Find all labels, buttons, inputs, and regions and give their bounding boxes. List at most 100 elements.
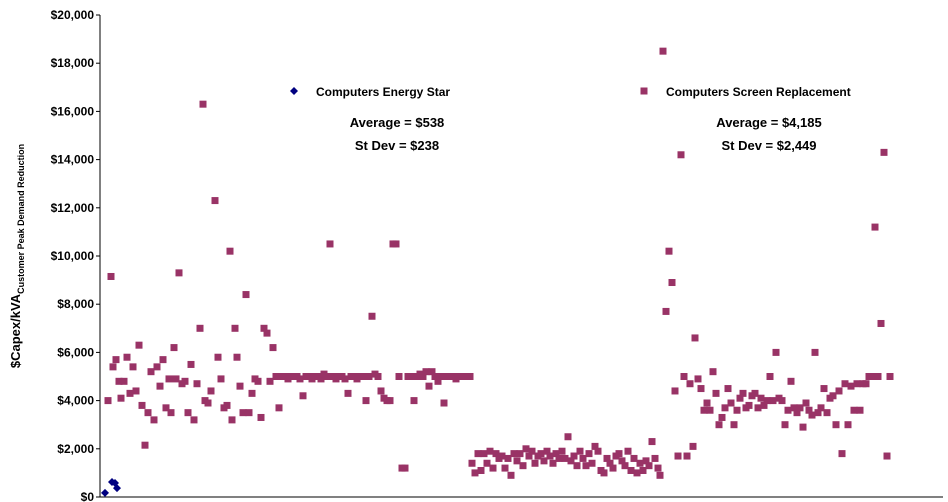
point	[228, 416, 236, 424]
point	[341, 375, 349, 383]
point	[730, 421, 738, 429]
point	[223, 401, 231, 409]
point	[184, 409, 192, 417]
point	[588, 459, 596, 467]
point	[425, 382, 433, 390]
y-tick-label: $20,000	[51, 8, 95, 22]
point	[537, 450, 545, 458]
point	[458, 373, 466, 380]
y-tick-label: $6,000	[57, 345, 94, 359]
point	[519, 462, 527, 470]
point	[847, 382, 855, 390]
point	[844, 421, 852, 429]
point	[525, 452, 533, 460]
point	[609, 464, 617, 472]
point	[272, 373, 280, 380]
y-tick-label: $10,000	[51, 249, 95, 263]
point	[199, 100, 207, 108]
point	[579, 454, 587, 462]
point	[428, 368, 436, 376]
point	[135, 341, 143, 349]
point	[751, 389, 759, 397]
point	[600, 469, 608, 477]
point	[648, 438, 656, 446]
legend-swatch	[290, 87, 298, 95]
point	[823, 409, 831, 417]
point	[808, 411, 816, 419]
point	[817, 404, 825, 412]
point	[662, 307, 670, 315]
point	[513, 457, 521, 465]
point	[639, 466, 647, 474]
point	[266, 377, 274, 385]
point	[326, 240, 334, 248]
point	[680, 373, 688, 380]
point	[781, 421, 789, 429]
point	[120, 377, 128, 385]
point	[217, 375, 225, 383]
point	[477, 466, 485, 474]
point	[167, 409, 175, 417]
point	[838, 450, 846, 458]
point	[510, 450, 518, 458]
point	[736, 394, 744, 402]
point	[671, 387, 679, 395]
point	[591, 442, 599, 450]
point	[422, 368, 430, 376]
point	[558, 447, 566, 455]
point	[624, 447, 632, 455]
point	[275, 404, 283, 412]
point	[633, 469, 641, 477]
point	[480, 450, 488, 458]
y-axis-label: $Capex/kVACustomer Peak Demand Reduction	[8, 144, 26, 368]
point	[853, 380, 861, 388]
point	[683, 452, 691, 460]
point	[323, 373, 331, 380]
legend-label: Computers Screen Replacement	[666, 85, 851, 99]
point	[468, 459, 476, 467]
point	[787, 377, 795, 385]
point	[757, 394, 765, 402]
point	[540, 457, 548, 465]
point	[207, 387, 215, 395]
point	[850, 406, 858, 414]
point	[231, 324, 239, 332]
point	[603, 454, 611, 462]
point	[159, 356, 167, 364]
point	[165, 375, 173, 383]
point	[686, 380, 694, 388]
point	[772, 348, 780, 356]
point	[706, 406, 714, 414]
point	[564, 433, 572, 441]
point	[585, 450, 593, 458]
point	[659, 47, 667, 55]
point	[555, 454, 563, 462]
point	[778, 397, 786, 405]
point	[498, 452, 506, 460]
point	[172, 375, 180, 383]
point	[697, 385, 705, 393]
point	[401, 464, 409, 472]
point	[431, 373, 439, 380]
point	[820, 385, 828, 393]
point	[769, 397, 777, 405]
y-tick-label: $8,000	[57, 297, 94, 311]
point	[627, 466, 635, 474]
point	[239, 409, 247, 417]
point	[886, 373, 894, 380]
y-tick-label: $16,000	[51, 104, 95, 118]
point	[528, 447, 536, 455]
point	[437, 373, 445, 380]
point	[138, 401, 146, 409]
point	[395, 373, 403, 380]
point	[874, 373, 882, 380]
point	[492, 450, 500, 458]
point	[573, 462, 581, 470]
point	[419, 373, 427, 380]
point	[187, 360, 195, 368]
point	[190, 416, 198, 424]
point	[835, 387, 843, 395]
point	[733, 406, 741, 414]
point	[522, 445, 530, 453]
